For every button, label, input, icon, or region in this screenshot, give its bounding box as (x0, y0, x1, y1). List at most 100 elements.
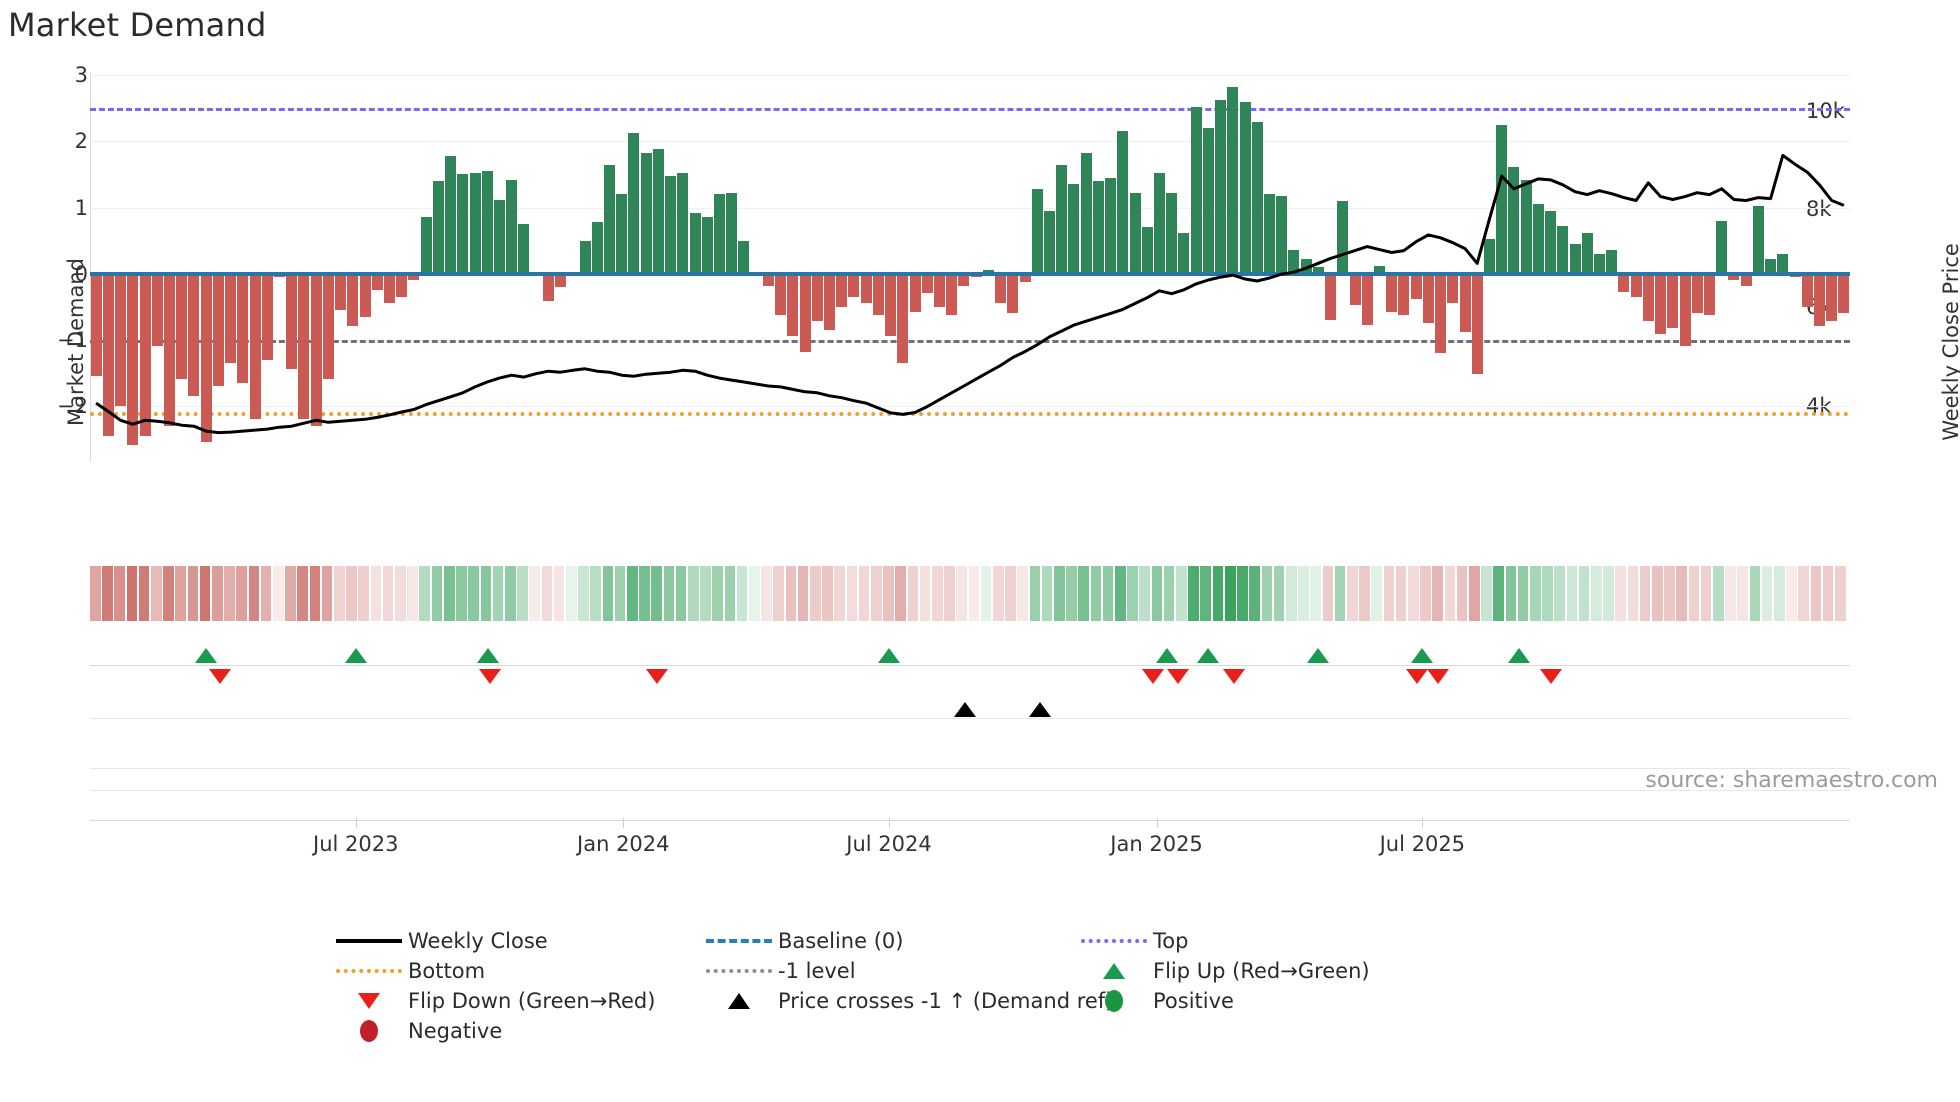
baseline-segment (1177, 271, 1191, 276)
demand-bar (1569, 243, 1581, 274)
baseline-segment (602, 271, 616, 276)
demand-bar (151, 273, 163, 347)
heatmap-cell (1456, 566, 1468, 621)
demand-bar (1422, 273, 1434, 324)
demand-bar (823, 273, 835, 330)
baseline-segment (786, 271, 800, 276)
legend-item[interactable]: -1 level (700, 952, 856, 990)
baseline-segment (1592, 271, 1606, 276)
flip-down-marker (645, 669, 668, 684)
y-tick-label: 0 (74, 261, 88, 286)
baseline-segment (1324, 271, 1338, 276)
demand-bar (1496, 124, 1508, 274)
heatmap-cell (614, 566, 626, 621)
demand-bar (1826, 273, 1838, 322)
baseline-segment (101, 271, 115, 276)
baseline-segment (1519, 271, 1533, 276)
legend-label: Price crosses -1 ↑ (Demand ref) (778, 989, 1114, 1013)
heatmap-cell (602, 566, 614, 621)
x-tick-label: Jul 2024 (846, 832, 932, 856)
baseline-segment (407, 271, 421, 276)
heatmap-cell (565, 566, 577, 621)
demand-bar (1642, 273, 1654, 322)
baseline-segment (175, 271, 189, 276)
baseline-segment (150, 271, 164, 276)
baseline-segment (358, 271, 372, 276)
baseline-segment (1641, 271, 1655, 276)
demand-bar (347, 273, 359, 327)
baseline-segment (822, 271, 836, 276)
baseline-segment (1152, 271, 1166, 276)
baseline-segment (138, 271, 152, 276)
legend-item[interactable]: Flip Up (Red→Green) (1075, 952, 1370, 990)
baseline-segment (810, 271, 824, 276)
demand-bar (1056, 164, 1068, 274)
heatmap-cell (431, 566, 443, 621)
baseline-segment (1434, 271, 1448, 276)
demand-bar (1471, 273, 1483, 375)
demand-bar (261, 273, 273, 360)
flip-up-marker (195, 648, 218, 663)
demand-bar (200, 273, 212, 443)
baseline-segment (664, 271, 678, 276)
heatmap-cell (1066, 566, 1077, 621)
demand-bar (176, 273, 188, 380)
baseline-segment (1458, 271, 1472, 276)
legend-item[interactable]: Top (1075, 922, 1188, 960)
heatmap-cell (944, 566, 955, 621)
baseline-segment (737, 271, 751, 276)
x-tick-label: Jan 2025 (1110, 832, 1203, 856)
demand-bar (1190, 107, 1202, 274)
legend-item[interactable]: Baseline (0) (700, 922, 903, 960)
legend-item[interactable]: Flip Down (Green→Red) (330, 982, 655, 1020)
demand-bar (1373, 265, 1385, 274)
price-cross-marker (953, 702, 976, 717)
baseline-segment (1409, 271, 1423, 276)
baseline-segment (981, 271, 995, 276)
main-plot-area (89, 72, 1851, 462)
x-tick-label: Jan 2024 (577, 832, 670, 856)
baseline-segment (1837, 271, 1851, 276)
baseline-segment (884, 271, 898, 276)
demand-bar (1239, 101, 1251, 274)
heatmap-cell (773, 566, 784, 621)
demand-bar (713, 194, 725, 274)
heatmap-cell (651, 566, 662, 621)
heatmap-cell (541, 566, 553, 621)
baseline-segment (1495, 271, 1509, 276)
demand-bar (1752, 206, 1764, 274)
heatmap-cell (419, 566, 431, 621)
demand-bar (640, 152, 652, 274)
heatmap-cell (102, 566, 113, 621)
legend-line-solid-black-icon (330, 939, 408, 943)
demand-bar (1263, 194, 1275, 274)
heatmap-cell (224, 566, 235, 621)
baseline-segment (1360, 271, 1374, 276)
baseline-segment (896, 271, 910, 276)
x-tick-mark (355, 818, 357, 828)
demand-bar (1655, 273, 1667, 335)
heatmap-cell (358, 566, 370, 621)
price-cross-marker (1029, 702, 1052, 717)
heatmap-cell (1005, 566, 1016, 621)
baseline-segment (1348, 271, 1362, 276)
demand-bar (1153, 173, 1165, 274)
baseline-segment (236, 271, 250, 276)
baseline-segment (1580, 271, 1594, 276)
heatmap-cell (1298, 566, 1309, 621)
demand-bar (1325, 273, 1337, 320)
demand-bar (1398, 273, 1410, 315)
demand-bar (1410, 273, 1422, 299)
legend-item[interactable]: Negative (330, 1012, 502, 1050)
baseline-segment (1042, 271, 1056, 276)
legend-item[interactable]: Positive (1075, 982, 1234, 1020)
legend-item[interactable]: Weekly Close (330, 922, 548, 960)
legend-item[interactable]: Price crosses -1 ↑ (Demand ref) (700, 982, 1113, 1020)
demand-bar (1581, 232, 1593, 274)
y-tick-label: −1 (57, 327, 88, 352)
heatmap-cell (1566, 566, 1578, 621)
heatmap-cell (1407, 566, 1419, 621)
heatmap-cell (1127, 566, 1138, 621)
legend-item[interactable]: Bottom (330, 952, 485, 990)
baseline-segment (370, 271, 384, 276)
